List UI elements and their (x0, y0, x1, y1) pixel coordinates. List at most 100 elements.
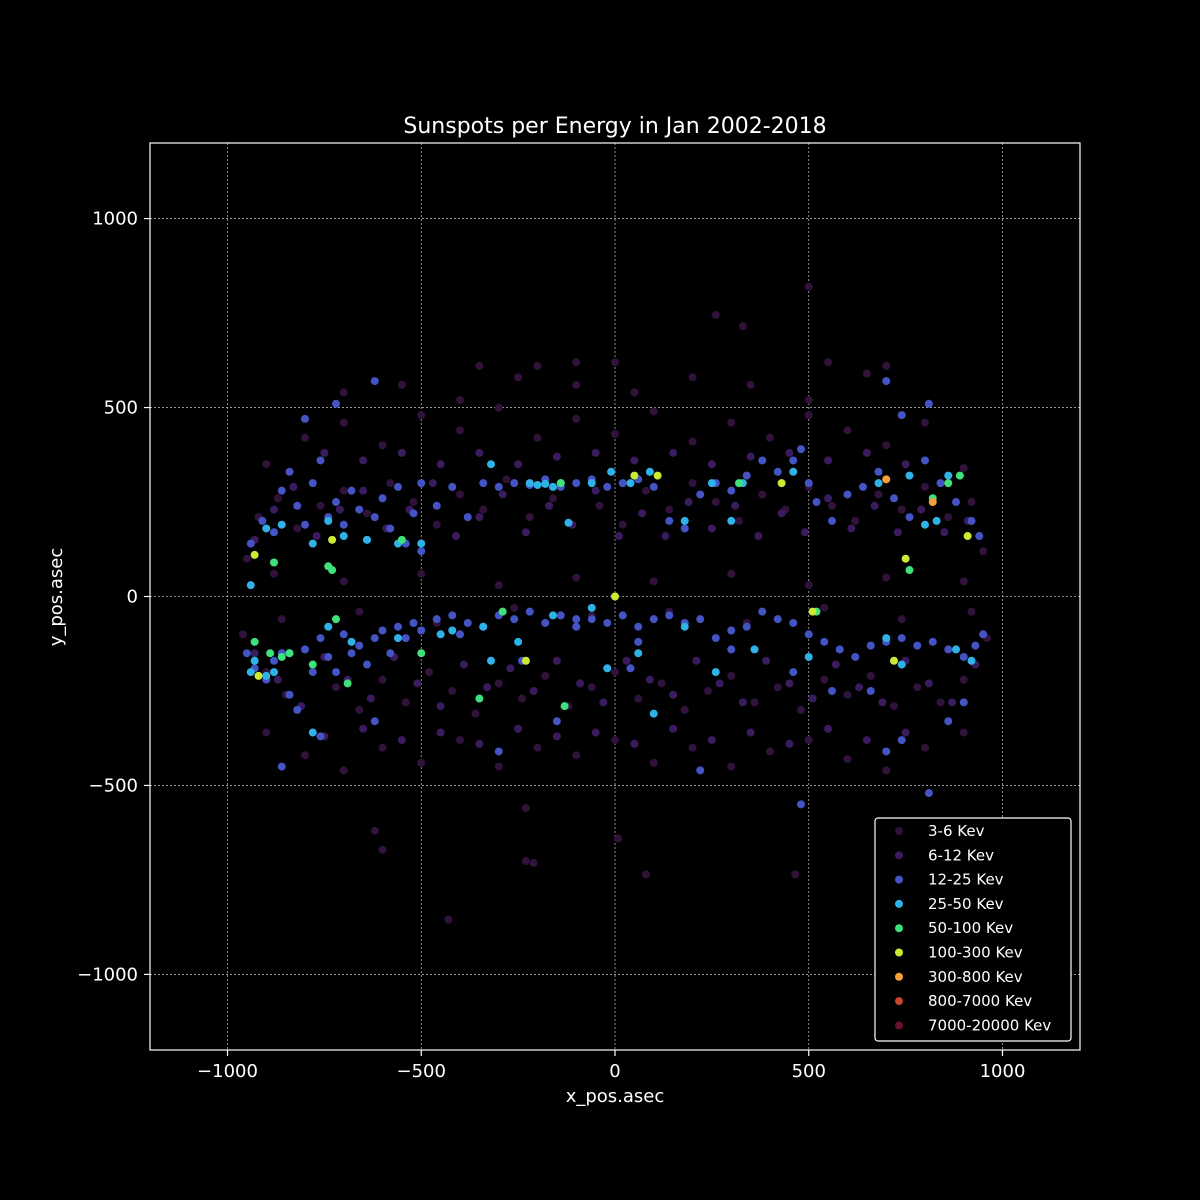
data-point (812, 498, 821, 507)
data-point (603, 618, 612, 627)
data-point (332, 683, 340, 692)
series-25-50-kev (246, 460, 976, 737)
data-point (851, 516, 860, 525)
axis-ticks: −1000 −500 0 500 1000 −1000 −500 0 500 1000 (77, 209, 1025, 1082)
data-point (587, 683, 596, 692)
y-tick-label: −500 (89, 775, 138, 796)
legend-label: 300-800 Kev (928, 968, 1023, 986)
data-point (332, 498, 340, 507)
data-point (494, 482, 503, 491)
data-point (773, 615, 782, 624)
data-point (417, 626, 426, 635)
data-point (804, 652, 813, 661)
data-point (727, 626, 736, 635)
data-point (525, 607, 534, 616)
data-point (707, 524, 716, 533)
data-point (525, 513, 534, 522)
data-point (638, 509, 647, 518)
data-point (409, 498, 418, 507)
data-point (316, 456, 325, 465)
data-point (785, 448, 794, 457)
data-point (549, 494, 557, 503)
data-point (417, 758, 426, 767)
data-point (277, 615, 286, 624)
data-point (239, 630, 247, 639)
data-point (587, 615, 596, 624)
data-point (820, 603, 829, 612)
data-point (762, 656, 771, 665)
data-point (521, 857, 530, 866)
data-point (878, 698, 887, 707)
data-point (599, 698, 608, 707)
data-point (316, 732, 325, 741)
data-point (738, 322, 747, 331)
data-point (789, 456, 798, 465)
data-point (576, 679, 585, 688)
data-point (483, 683, 492, 692)
data-point (355, 505, 364, 514)
data-point (901, 554, 910, 563)
data-point (301, 520, 309, 529)
data-point (293, 524, 302, 533)
data-point (955, 471, 964, 480)
data-point (386, 524, 395, 533)
data-point (370, 634, 379, 643)
data-point (758, 456, 767, 465)
data-point (897, 634, 906, 643)
data-point (270, 505, 278, 514)
data-point (432, 501, 441, 510)
data-point (591, 448, 600, 457)
data-point (572, 573, 581, 582)
data-point (332, 399, 340, 408)
data-point (630, 739, 639, 748)
data-point (967, 607, 976, 616)
data-point (552, 732, 561, 741)
data-point (874, 490, 883, 499)
data-point (704, 686, 712, 695)
series-50-100-kev (250, 471, 964, 711)
data-point (514, 373, 523, 382)
data-point (936, 698, 945, 707)
data-point (521, 804, 530, 813)
data-point (804, 411, 813, 420)
data-point (882, 441, 891, 450)
data-point (901, 460, 910, 469)
data-point (653, 471, 662, 480)
data-point (921, 743, 929, 752)
data-point (669, 448, 678, 457)
data-point (707, 479, 716, 488)
data-point (932, 516, 941, 525)
data-point (882, 634, 891, 643)
data-point (649, 577, 658, 586)
data-point (308, 668, 317, 677)
data-point (777, 509, 786, 518)
data-point (514, 724, 523, 733)
data-point (332, 615, 340, 624)
data-point (897, 736, 906, 745)
data-point (634, 622, 643, 631)
data-point (921, 456, 929, 465)
data-point (572, 751, 581, 760)
data-point (944, 645, 953, 654)
data-point (715, 679, 724, 688)
data-point (397, 448, 406, 457)
data-point (870, 501, 879, 510)
data-point (804, 282, 813, 291)
data-point (463, 618, 472, 627)
data-point (386, 479, 395, 488)
data-point (572, 414, 581, 423)
data-point (394, 622, 402, 631)
data-point (301, 414, 309, 423)
data-point (746, 728, 755, 737)
data-point (293, 501, 302, 510)
data-point (634, 649, 643, 658)
data-point (897, 660, 906, 669)
data-point (270, 656, 278, 665)
data-point (727, 569, 736, 578)
data-point (890, 702, 898, 711)
data-point (979, 547, 988, 556)
data-point (339, 418, 348, 427)
data-point (301, 433, 309, 442)
data-point (882, 766, 891, 775)
data-point (727, 645, 736, 654)
